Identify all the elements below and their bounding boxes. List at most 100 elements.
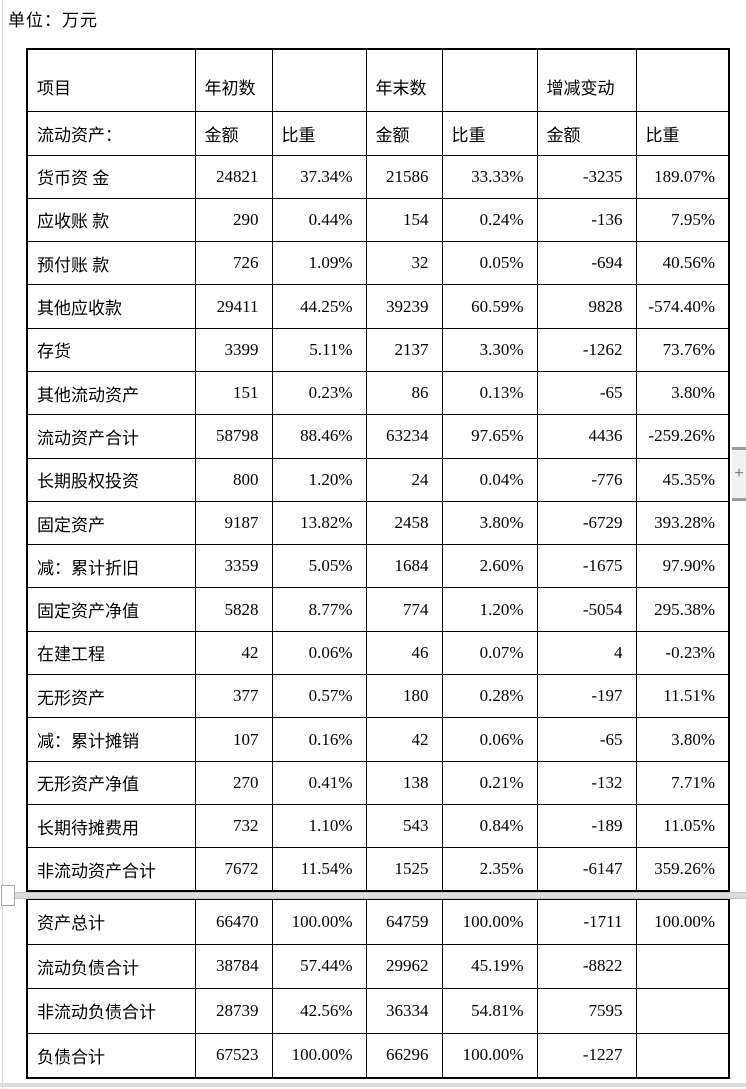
page-bottom-edge (0, 1083, 746, 1087)
value-cell: 151 (194, 370, 273, 416)
value-cell: 3399 (194, 327, 273, 372)
value-cell: -776 (536, 457, 637, 502)
value-cell: 21586 (365, 154, 443, 199)
value-cell: -1675 (536, 544, 637, 589)
value-cell: 45.19% (441, 943, 538, 989)
item-label-cell: 预付账 款 (26, 241, 196, 286)
value-cell: 0.24% (441, 197, 538, 243)
value-cell: -1227 (536, 1032, 637, 1078)
value-cell: -189 (536, 803, 637, 849)
value-cell (635, 1032, 730, 1078)
value-cell: -574.40% (635, 284, 730, 329)
header-beginning-cell: 年初数 (194, 48, 273, 112)
value-cell: 100.00% (271, 1032, 367, 1078)
item-label-cell: 减：累计折旧 (26, 544, 196, 589)
value-cell: 189.07% (635, 154, 730, 199)
value-cell: 57.44% (271, 943, 367, 989)
value-cell: 393.28% (635, 500, 730, 546)
section-break-handle[interactable] (1, 885, 15, 906)
value-cell: 11.05% (635, 803, 730, 849)
item-label-cell: 无形资产 (26, 674, 196, 719)
table-row: 非流动负债合计 28739 42.56% 36334 54.81% 7595 (26, 988, 730, 1034)
value-cell: 100.00% (441, 1032, 538, 1078)
value-cell: 42 (365, 717, 443, 762)
value-cell: 7.71% (635, 760, 730, 805)
value-cell: 40.56% (635, 241, 730, 286)
table-row: 其他流动资产 151 0.23% 86 0.13% -65 3.80% (26, 370, 730, 416)
unit-label: 单位：万元 (8, 11, 98, 30)
item-label-cell: 货币资 金 (26, 154, 196, 199)
item-label-cell: 流动负债合计 (26, 943, 196, 989)
value-cell: 1.20% (441, 587, 538, 632)
item-label-cell: 应收账 款 (26, 197, 196, 243)
value-cell: 64759 (365, 899, 443, 945)
value-cell: 54.81% (441, 988, 538, 1034)
subheader-amount-cell: 金额 (536, 110, 637, 156)
table-subheader-row: 流动资产： 金额 比重 金额 比重 金额 比重 (26, 110, 730, 156)
table-row: 固定资产 9187 13.82% 2458 3.80% -6729 393.28% (26, 500, 730, 546)
value-cell: 0.84% (441, 803, 538, 849)
table-row: 应收账 款 290 0.44% 154 0.24% -136 7.95% (26, 197, 730, 243)
assets-table: 项目 年初数 年末数 增减变动 流动资产： 金额 比重 金额 比重 金额 比重 … (26, 48, 730, 893)
value-cell: 5828 (194, 587, 273, 632)
value-cell: 86 (365, 370, 443, 416)
subheader-current-assets-cell: 流动资产： (26, 110, 196, 156)
value-cell: 0.04% (441, 457, 538, 502)
table-row: 减：累计折旧 3359 5.05% 1684 2.60% -1675 97.90% (26, 544, 730, 589)
value-cell: 11.54% (271, 847, 367, 892)
plus-icon: + (734, 465, 744, 482)
value-cell: 60.59% (441, 284, 538, 329)
value-cell: -65 (536, 717, 637, 762)
table-row: 货币资 金 24821 37.34% 21586 33.33% -3235 189.07% (26, 154, 730, 199)
table-row: 其他应收款 29411 44.25% 39239 60.59% 9828 -574.40% (26, 284, 730, 329)
table-row: 流动负债合计 38784 57.44% 29962 45.19% -8822 (26, 943, 730, 989)
value-cell: 0.21% (441, 760, 538, 805)
item-label-cell: 长期股权投资 (26, 457, 196, 502)
table-row: 固定资产净值 5828 8.77% 774 1.20% -5054 295.38% (26, 587, 730, 632)
value-cell: 33.33% (441, 154, 538, 199)
subheader-ratio-cell: 比重 (271, 110, 367, 156)
value-cell: 0.57% (271, 674, 367, 719)
page-break-band (13, 892, 746, 899)
table-row: 存货 3399 5.11% 2137 3.30% -1262 73.76% (26, 327, 730, 372)
scrollbar-thumb[interactable]: + (732, 447, 746, 501)
value-cell: 290 (194, 197, 273, 243)
item-label-cell: 无形资产净值 (26, 760, 196, 805)
item-label-cell: 资产总计 (26, 899, 196, 945)
value-cell: 543 (365, 803, 443, 849)
value-cell: 1.20% (271, 457, 367, 502)
value-cell: 4436 (536, 414, 637, 459)
value-cell: -3235 (536, 154, 637, 199)
value-cell: 5.11% (271, 327, 367, 372)
value-cell: 24 (365, 457, 443, 502)
table-row: 无形资产净值 270 0.41% 138 0.21% -132 7.71% (26, 760, 730, 805)
value-cell: 45.35% (635, 457, 730, 502)
value-cell: -136 (536, 197, 637, 243)
value-cell: -694 (536, 241, 637, 286)
value-cell: 28739 (194, 988, 273, 1034)
value-cell: -8822 (536, 943, 637, 989)
item-label-cell: 长期待摊费用 (26, 803, 196, 849)
subheader-amount-cell: 金额 (365, 110, 443, 156)
liabilities-totals-table: 资产总计 66470 100.00% 64759 100.00% -1711 100.00%… (26, 899, 730, 1079)
value-cell: 29411 (194, 284, 273, 329)
item-label-cell: 流动资产合计 (26, 414, 196, 459)
value-cell: 11.51% (635, 674, 730, 719)
item-label-cell: 在建工程 (26, 630, 196, 676)
value-cell: 39239 (365, 284, 443, 329)
value-cell: 138 (365, 760, 443, 805)
value-cell: 66296 (365, 1032, 443, 1078)
value-cell: 100.00% (635, 899, 730, 945)
value-cell: 377 (194, 674, 273, 719)
value-cell: 2.35% (441, 847, 538, 892)
value-cell: 9828 (536, 284, 637, 329)
value-cell: 2458 (365, 500, 443, 546)
header-change-cell: 增减变动 (536, 48, 637, 112)
value-cell: 66470 (194, 899, 273, 945)
subheader-ratio-cell: 比重 (441, 110, 538, 156)
value-cell: 3.80% (635, 370, 730, 416)
value-cell: 0.41% (271, 760, 367, 805)
table-row: 负债合计 67523 100.00% 66296 100.00% -1227 (26, 1032, 730, 1078)
value-cell: 800 (194, 457, 273, 502)
value-cell: 2137 (365, 327, 443, 372)
